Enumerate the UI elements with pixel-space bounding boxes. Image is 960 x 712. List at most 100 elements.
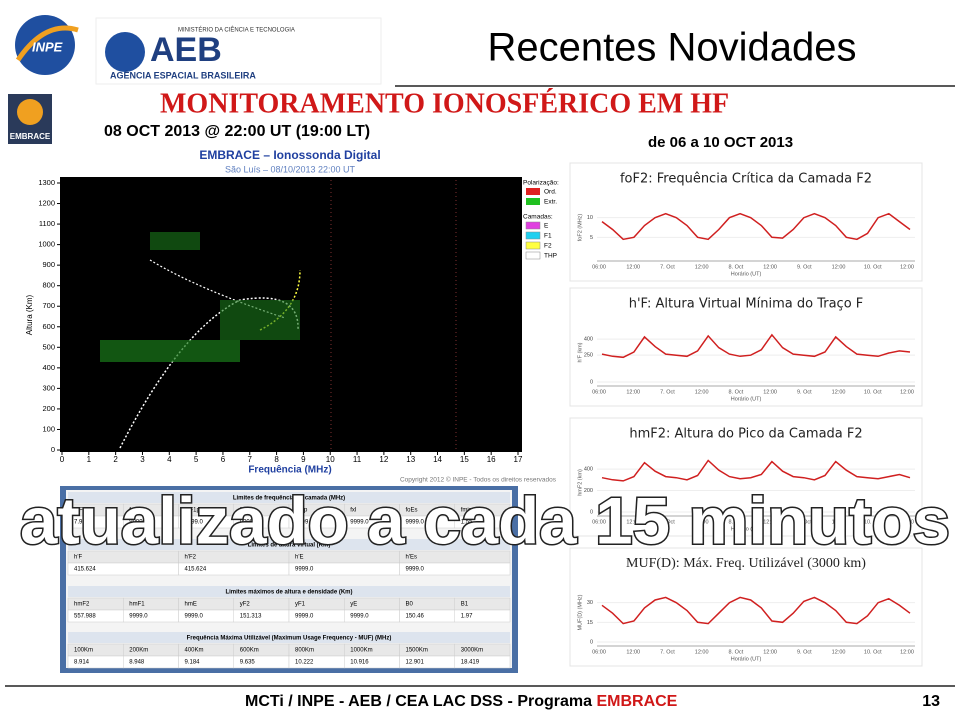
banner: atualizado a cada 15 minutos: [20, 483, 950, 557]
x-tick-label: 13: [406, 455, 415, 464]
panel-x-tick: 9. Oct: [797, 649, 812, 655]
table-title: Frequência Máxima Utilizável (Maximum Us…: [187, 636, 392, 642]
table-cell: [454, 515, 511, 529]
table-header: 1500Km: [406, 648, 428, 654]
panel-y-tick: 400: [584, 467, 593, 473]
table-value: 9999.0: [185, 520, 204, 526]
x-tick-label: 4: [167, 455, 172, 464]
footer: MCTi / INPE - AEB / CEA LAC DSS - Progra…: [245, 693, 678, 710]
panel-x-tick: 7. Oct: [660, 389, 675, 395]
table-cell: [399, 562, 511, 576]
table-header: 600Km: [240, 648, 259, 654]
panel-y-tick: 30: [587, 600, 593, 606]
y-tick-label: 1100: [39, 219, 55, 228]
legend-label: E: [544, 223, 549, 230]
x-tick-label: 3: [140, 455, 145, 464]
panel-x-tick: 7. Oct: [660, 264, 675, 270]
legend-swatch: [526, 188, 540, 195]
panel-y-tick: 0: [590, 379, 593, 385]
y-tick-label: 1000: [38, 240, 55, 249]
panel-x-tick: 10. Oct: [864, 649, 882, 655]
panel-y-tick: 0: [590, 509, 593, 515]
table-value: 1.97: [461, 614, 473, 620]
panel-x-tick: 12:00: [626, 264, 640, 270]
x-tick-label: 14: [433, 455, 442, 464]
aeb-sub: AGÊNCIA ESPACIAL BRASILEIRA: [110, 69, 256, 80]
panel-x-tick: 12:00: [695, 264, 709, 270]
y-axis-label: Altura (Km): [25, 294, 34, 335]
table-value: 9999.0: [185, 614, 204, 620]
table-header: 100Km: [74, 648, 93, 654]
table-value: 1.55: [461, 520, 473, 526]
panel-y-tick: 5: [590, 235, 593, 241]
x-tick-label: 12: [379, 455, 388, 464]
table-value: 415.624: [74, 567, 96, 573]
table-value: 9999.0: [295, 520, 314, 526]
y-tick-label: 1300: [38, 178, 55, 187]
y-tick-label: 1200: [38, 199, 55, 208]
x-tick-label: 1: [87, 455, 92, 464]
table-title: Limites de frequência da camada (MHz): [233, 496, 345, 502]
x-tick-label: 17: [514, 455, 523, 464]
x-tick-label: 2: [113, 455, 118, 464]
table-header: h'F: [74, 555, 82, 561]
table-title: Limites máximos de altura e densidade (K…: [225, 590, 352, 596]
table-title-bar: [68, 586, 510, 597]
panel-line: [601, 212, 911, 241]
table-title-bar: [68, 632, 510, 643]
legend-swatch: [525, 241, 541, 250]
ionogram-title: EMBRACE – Ionossonda Digital: [199, 148, 380, 162]
panel-x-tick: 12:00: [626, 389, 640, 395]
table-header: 800Km: [295, 648, 314, 654]
footer-text: MCTi / INPE - AEB / CEA LAC DSS - Progra…: [245, 693, 596, 710]
x-tick-label: 15: [460, 455, 469, 464]
table-header: fmin: [461, 508, 472, 514]
table-cell: [454, 609, 511, 623]
panel-x-tick: 8. Oct: [729, 264, 744, 270]
table-header: fxI: [350, 508, 357, 514]
panel-y-label: hmF2 (km): [577, 469, 583, 496]
legend-label: Extr.: [544, 199, 557, 206]
panel-x-tick: 9. Oct: [797, 264, 812, 270]
table-value: 10.222: [295, 660, 314, 666]
panel-x-tick: 12:00: [900, 519, 914, 525]
panel-x-tick: 12:00: [626, 649, 640, 655]
footer-highlight: EMBRACE: [596, 693, 677, 710]
panel-line: [601, 596, 911, 625]
panel-y-label: h'F (km): [577, 342, 583, 362]
panel-x-tick: 12:00: [763, 389, 777, 395]
panel-x-tick: 12:00: [900, 389, 914, 395]
ministry: MINISTÉRIO DA CIÊNCIA E TECNOLOGIA: [178, 26, 295, 34]
table-value: 9999.0: [406, 567, 425, 573]
table-header: hmE: [185, 602, 197, 608]
y-tick-label: 500: [42, 342, 55, 351]
panel-x-tick: 10. Oct: [864, 519, 882, 525]
y-tick-label: 900: [42, 260, 55, 269]
x-axis-label: Frequência (MHz): [248, 465, 331, 476]
table-value: 9.635: [240, 660, 256, 666]
table-header: 1000Km: [350, 648, 372, 654]
table-header: h'Es: [406, 555, 417, 561]
panel-x-tick: 7. Oct: [660, 649, 675, 655]
table-title-bar: [68, 492, 510, 503]
x-tick-label: 16: [487, 455, 496, 464]
panel-x-tick: 8. Oct: [729, 649, 744, 655]
table-value: 9999.0: [129, 614, 148, 620]
aeb-emblem: [105, 32, 145, 72]
panel-x-tick: 12:00: [626, 519, 640, 525]
panel-x-tick: 12:00: [832, 264, 846, 270]
x-tick-label: 0: [60, 455, 65, 464]
panel-title: MUF(D): Máx. Freq. Utilizável (3000 km): [626, 556, 866, 571]
table-header: yE: [350, 602, 357, 608]
panel-title: h'F: Altura Virtual Mínima do Traço F: [629, 297, 864, 312]
panel-x-tick: 12:00: [695, 389, 709, 395]
panel-x-tick: 06:00: [592, 389, 606, 395]
table-header: foF1: [129, 508, 142, 514]
panel-x-tick: 7. Oct: [660, 519, 675, 525]
embrace-sun: [17, 99, 43, 125]
table-header: 200Km: [129, 648, 148, 654]
panel-x-tick: 12:00: [832, 519, 846, 525]
panel-x-tick: 12:00: [832, 649, 846, 655]
table-header: B0: [406, 602, 414, 608]
table-title: Limites de altura virtual (Km): [248, 543, 331, 549]
